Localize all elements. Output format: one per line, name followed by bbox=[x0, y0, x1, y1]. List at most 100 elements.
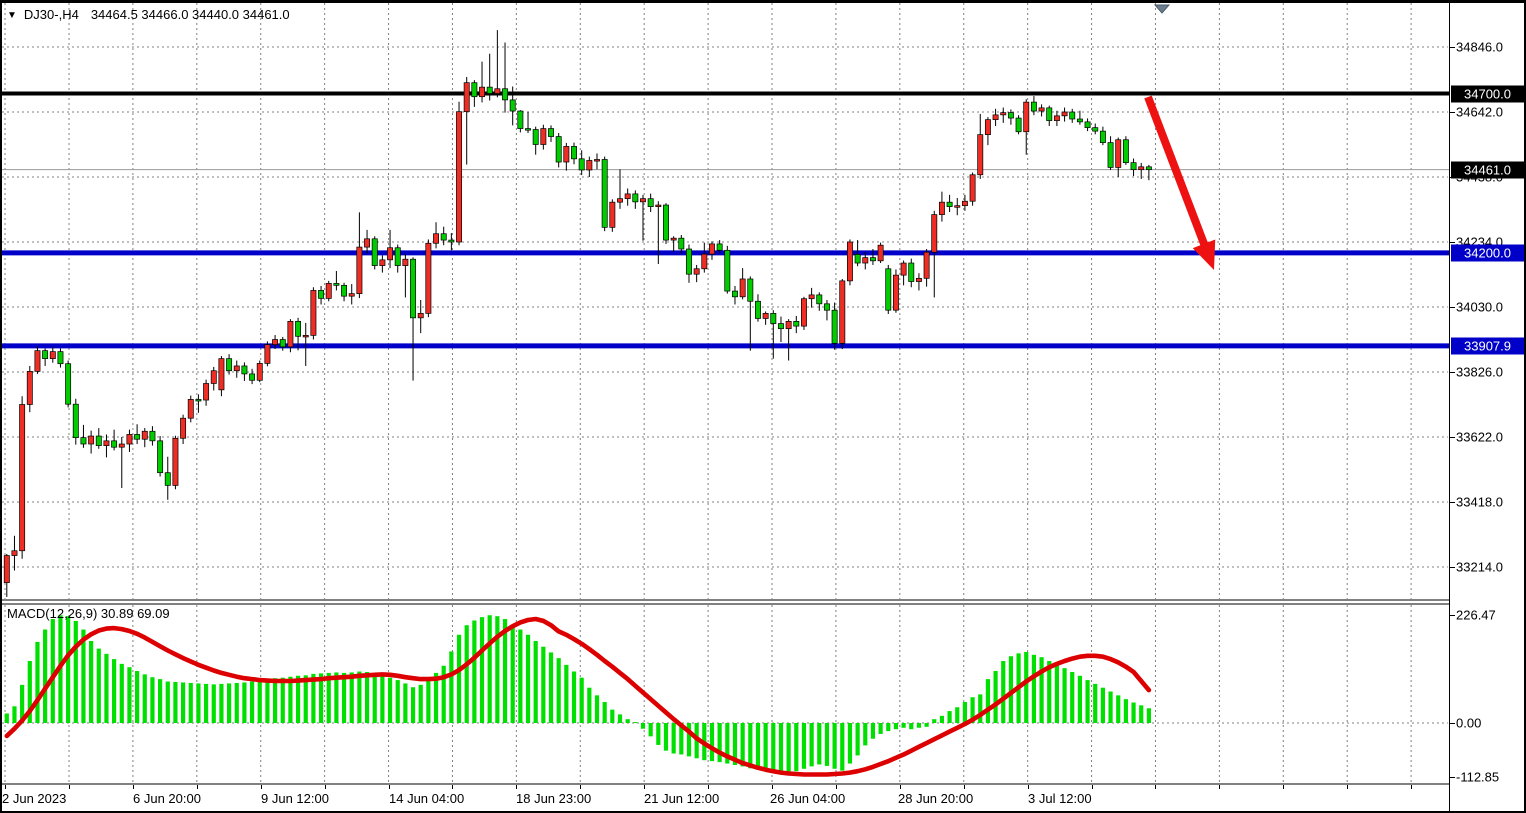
candle-up bbox=[992, 114, 999, 120]
candle-up bbox=[1000, 112, 1007, 116]
candle-up bbox=[984, 119, 991, 135]
macd-bar bbox=[158, 679, 163, 723]
macd-bar bbox=[863, 723, 868, 746]
candle-up bbox=[233, 365, 240, 372]
candle-up bbox=[34, 350, 41, 372]
candle-down bbox=[341, 284, 348, 297]
candle-up bbox=[640, 198, 646, 203]
macd-bar bbox=[564, 664, 569, 723]
macd-bar bbox=[150, 677, 155, 723]
time-axis-tick bbox=[5, 785, 6, 789]
annotation-arrow-head[interactable] bbox=[1192, 239, 1216, 270]
time-axis-tick bbox=[1155, 785, 1157, 789]
macd-bar bbox=[81, 629, 86, 723]
candle-up bbox=[586, 160, 593, 171]
candle-down bbox=[869, 257, 876, 262]
candle-down bbox=[831, 309, 838, 344]
chart-title-ohlc: 34464.5 34466.0 34440.0 34461.0 bbox=[90, 7, 290, 22]
macd-bar bbox=[809, 723, 814, 767]
candle-up bbox=[839, 280, 846, 344]
macd-bar bbox=[295, 675, 301, 723]
candle-down bbox=[57, 351, 64, 365]
time-axis-label: 14 Jun 04:00 bbox=[389, 791, 465, 806]
candle-up bbox=[417, 313, 424, 319]
candle-down bbox=[1099, 130, 1106, 143]
candle-down bbox=[195, 399, 202, 402]
macd-bar bbox=[648, 723, 653, 737]
candle-up bbox=[180, 417, 187, 439]
macd-bar bbox=[947, 711, 952, 723]
macd-bar bbox=[732, 723, 738, 765]
macd-bar bbox=[96, 648, 101, 723]
candle-down bbox=[525, 128, 531, 131]
macd-bar bbox=[518, 629, 523, 723]
macd-bar bbox=[12, 706, 17, 723]
macd-bar bbox=[410, 687, 416, 723]
symbol-dropdown-icon[interactable]: ▼ bbox=[7, 10, 17, 21]
chart-plot-area[interactable] bbox=[0, 0, 1449, 785]
candle-up bbox=[187, 399, 194, 419]
candle-down bbox=[517, 110, 524, 129]
macd-bar bbox=[1008, 656, 1014, 723]
macd-bar bbox=[349, 672, 354, 723]
macd-bar bbox=[817, 723, 822, 765]
time-axis-tick bbox=[963, 785, 965, 789]
macd-bar bbox=[740, 723, 745, 767]
macd-bar bbox=[541, 646, 546, 723]
time-axis-tick bbox=[69, 785, 70, 789]
macd-bar bbox=[625, 719, 630, 723]
time-axis-tick bbox=[196, 785, 198, 789]
macd-bar bbox=[916, 723, 922, 728]
candle-down bbox=[647, 198, 654, 207]
price-badge-34461.0: 34461.0 bbox=[1451, 161, 1524, 179]
candle-up bbox=[762, 313, 769, 319]
candle-down bbox=[1084, 121, 1091, 128]
candle-down bbox=[42, 350, 49, 359]
candle-down bbox=[770, 313, 777, 324]
candle-up bbox=[364, 238, 371, 248]
macd-bar bbox=[594, 695, 600, 723]
candle-down bbox=[80, 437, 87, 445]
candle-up bbox=[693, 268, 700, 275]
macd-bar bbox=[533, 640, 538, 723]
macd-bar bbox=[970, 697, 975, 723]
price-axis-label: 33214.0 bbox=[1456, 559, 1503, 575]
macd-bar bbox=[924, 723, 929, 727]
macd-bar bbox=[234, 682, 239, 723]
candle-up bbox=[624, 193, 631, 200]
annotation-arrow-shaft[interactable] bbox=[1144, 95, 1211, 253]
candle-up bbox=[563, 146, 570, 163]
macd-bar bbox=[1031, 654, 1037, 723]
macd-bar bbox=[1100, 687, 1105, 723]
candle-down bbox=[601, 159, 608, 228]
macd-bar bbox=[679, 723, 684, 755]
macd-bar bbox=[748, 723, 753, 769]
macd-axis-label: -112.85 bbox=[1456, 769, 1500, 785]
macd-bar bbox=[127, 667, 132, 723]
price-axis[interactable]: 34846.034642.034438.034234.034030.033826… bbox=[1450, 0, 1526, 785]
candle-down bbox=[249, 373, 256, 381]
time-axis-label: 26 Jun 04:00 bbox=[770, 791, 846, 806]
macd-axis-label: 226.47 bbox=[1456, 607, 1496, 623]
macd-bar bbox=[602, 702, 607, 723]
candle-up bbox=[1138, 166, 1145, 171]
candle-up bbox=[655, 204, 662, 207]
time-axis-tick bbox=[580, 785, 582, 789]
candle-up bbox=[670, 237, 677, 241]
candle-up bbox=[915, 277, 922, 282]
candle-up bbox=[210, 370, 217, 384]
candle-down bbox=[755, 300, 761, 319]
macd-bar bbox=[909, 723, 914, 730]
candle-up bbox=[348, 293, 355, 297]
macd-bar bbox=[303, 675, 308, 723]
candle-down bbox=[724, 249, 731, 292]
candle-down bbox=[1046, 107, 1053, 121]
macd-bar bbox=[119, 663, 124, 723]
candle-down bbox=[1076, 118, 1083, 123]
scroll-end-triangle-icon[interactable] bbox=[1153, 4, 1171, 14]
macd-bar bbox=[755, 723, 761, 770]
candle-down bbox=[548, 128, 554, 137]
macd-bar bbox=[43, 629, 48, 723]
time-axis[interactable]: 2 Jun 2023 6 Jun 20:00 9 Jun 12:00 14 Jun 0… bbox=[0, 785, 1449, 810]
